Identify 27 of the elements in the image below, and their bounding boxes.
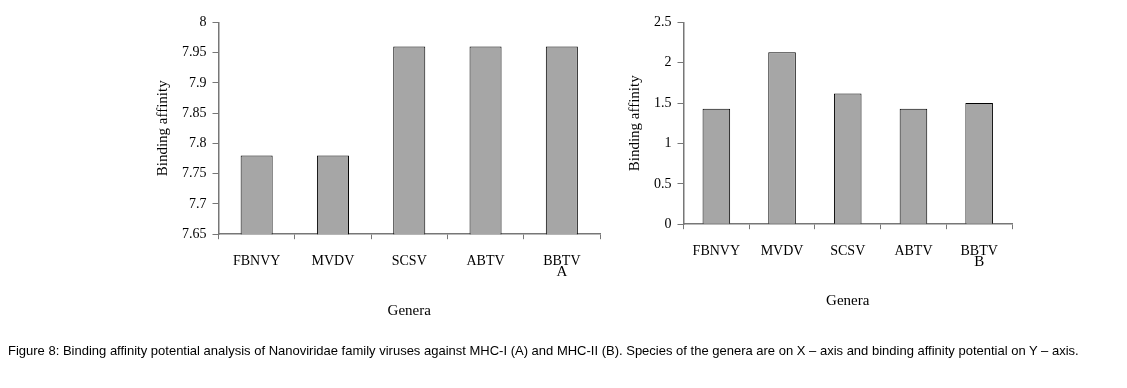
y-axis-title: Binding affinity xyxy=(625,74,642,172)
y-tick-label: 1 xyxy=(664,135,672,151)
y-axis-title: Binding affinity xyxy=(153,79,170,177)
x-tick-label: SCSV xyxy=(830,243,866,259)
y-tick-label: 0.5 xyxy=(654,175,672,191)
caption: Figure 8: Binding affinity potential analysis of Nanoviridae family viruses against MHC-I (A) and MHC-II (B). Species of the genera are on X – axis and binding affinity potential on Y – axis. xyxy=(8,342,1080,359)
x-axis-title: Genera xyxy=(387,301,432,318)
x-tick-label: FBNVY xyxy=(692,243,741,259)
y-tick-label: 7.7 xyxy=(189,195,207,211)
y-tick-label: 2 xyxy=(664,54,672,70)
y-tick-label: 0 xyxy=(664,215,672,231)
y-tick-label: 7.9 xyxy=(189,74,207,90)
x-tick-label: MVDV xyxy=(760,243,804,259)
x-tick-label: FBNVY xyxy=(232,253,281,269)
x-tick-label: SCSV xyxy=(391,253,427,269)
y-tick-label: 7.65 xyxy=(182,225,207,241)
x-tick-label: ABTV xyxy=(466,253,505,269)
x-tick-label: ABTV xyxy=(894,243,933,259)
y-tick-label: 7.85 xyxy=(182,104,207,120)
y-tick-label: 1.5 xyxy=(654,94,672,110)
x-tick-label: MVDV xyxy=(311,253,355,269)
y-tick-label: 7.8 xyxy=(189,135,207,151)
x-axis-title: Genera xyxy=(826,291,870,308)
y-tick-label: 8 xyxy=(199,14,207,30)
y-tick-label: 7.75 xyxy=(182,165,207,181)
y-tick-label: 2.5 xyxy=(654,14,672,30)
y-tick-label: 7.95 xyxy=(182,44,207,60)
